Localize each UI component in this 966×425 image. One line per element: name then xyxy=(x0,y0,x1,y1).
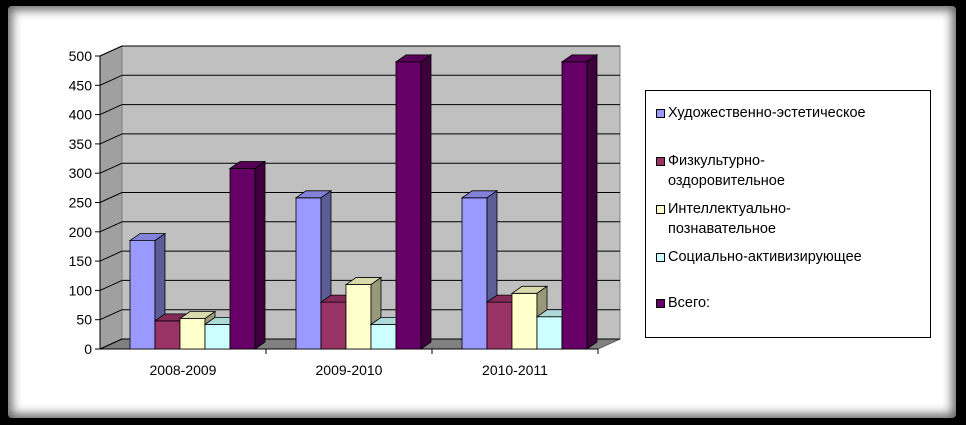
bar-front xyxy=(486,301,513,350)
gridline-side xyxy=(99,162,123,174)
y-tick-label: 450 xyxy=(69,77,93,93)
y-tick-label: 400 xyxy=(69,107,93,123)
x-tick-label: 2008-2009 xyxy=(150,362,217,378)
legend-label: Всего: xyxy=(668,295,711,311)
bar-front xyxy=(295,197,322,350)
bar-front xyxy=(536,316,563,350)
bar-front xyxy=(204,323,231,350)
gridline-side xyxy=(99,74,123,86)
legend-item: Интеллектуально- познавательное xyxy=(656,199,791,239)
y-tick-label: 250 xyxy=(69,195,93,211)
gridline-side xyxy=(99,250,123,262)
bar xyxy=(394,54,433,350)
y-tick-label: 300 xyxy=(69,165,93,181)
legend-label: Социально-активизирующее xyxy=(668,249,862,265)
legend-label: Физкультурно- оздоровительное xyxy=(668,153,785,189)
gridline-side xyxy=(99,192,123,203)
legend-swatch xyxy=(656,253,665,262)
y-tick-label: 50 xyxy=(76,312,92,328)
bar xyxy=(228,160,267,350)
legend-item: Социально-активизирующее xyxy=(656,247,862,267)
bar-front xyxy=(561,61,588,350)
bar-side xyxy=(586,54,598,350)
chart-frame: 0 50 100 150 200 250 300 350 400 450 500 2008-2009 2… xyxy=(8,6,956,418)
bar xyxy=(294,190,333,350)
y-tick-label: 200 xyxy=(69,224,93,240)
bar-front xyxy=(461,197,488,350)
y-tick-label: 350 xyxy=(69,136,93,152)
gridline-side xyxy=(99,279,123,291)
x-tick-label: 2010-2011 xyxy=(482,362,548,378)
legend-item: Всего: xyxy=(656,293,710,313)
legend-swatch xyxy=(656,205,665,214)
legend-item: Художественно-эстетическое xyxy=(656,103,866,123)
y-tick-label: 0 xyxy=(84,341,92,357)
legend-swatch xyxy=(656,109,665,118)
legend-label: Интеллектуально- познавательное xyxy=(668,201,791,237)
legend-swatch xyxy=(656,299,665,308)
legend-swatch xyxy=(656,157,665,166)
chart-plot: 0 50 100 150 200 250 300 350 400 450 500 2008-2009 2… xyxy=(69,45,621,378)
y-tick-label: 100 xyxy=(69,282,93,298)
gridline-side xyxy=(99,338,123,350)
bar xyxy=(560,54,599,350)
gridline-side xyxy=(99,45,123,57)
bar-front xyxy=(395,61,422,350)
bar-front xyxy=(179,318,206,350)
gridline-side xyxy=(99,104,123,116)
legend-label: Художественно-эстетическое xyxy=(668,105,866,121)
x-tick-label: 2009-2010 xyxy=(316,362,383,378)
bar-front xyxy=(370,323,397,350)
gridline-side xyxy=(99,221,123,233)
y-tick-label: 500 xyxy=(69,48,93,64)
chart-legend: Художественно-эстетическое Физкультурно- … xyxy=(645,90,931,338)
bar-front xyxy=(320,301,347,350)
y-tick-label: 150 xyxy=(69,253,93,269)
bar xyxy=(460,190,499,350)
bar-side xyxy=(420,54,432,350)
bar-side xyxy=(254,160,266,350)
bar-front xyxy=(511,292,538,350)
bar-front xyxy=(229,168,256,350)
gridline-side xyxy=(99,309,123,321)
bar-front xyxy=(154,320,181,350)
bar-front xyxy=(129,240,156,350)
gridline-side xyxy=(99,133,123,145)
legend-item: Физкультурно- оздоровительное xyxy=(656,151,785,191)
bar-front xyxy=(345,284,372,350)
